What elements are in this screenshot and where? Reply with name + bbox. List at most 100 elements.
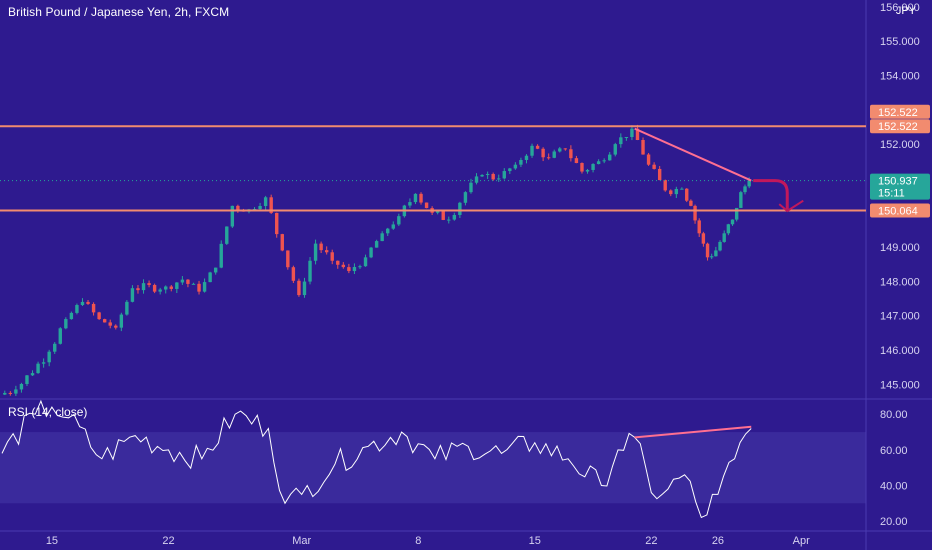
candle-body	[419, 193, 423, 203]
candle-body	[463, 192, 468, 203]
candle-body	[663, 180, 667, 191]
price-tick-label: 152.000	[880, 139, 920, 151]
candle-body	[25, 375, 29, 384]
rsi-band	[0, 432, 866, 504]
candle-body	[180, 279, 185, 283]
candle-body	[30, 373, 35, 376]
candle-body	[596, 161, 601, 165]
time-tick-label: 22	[645, 535, 657, 547]
candle-body	[580, 163, 584, 172]
candle-body	[91, 303, 96, 313]
candle-body	[258, 206, 262, 210]
candle-body	[408, 202, 412, 206]
candle-body	[19, 383, 24, 390]
time-tick-label: 15	[529, 535, 541, 547]
candle-body	[386, 228, 390, 234]
candle-body	[147, 283, 151, 285]
candle-body	[369, 247, 373, 258]
projection-arrow-head	[778, 199, 804, 213]
candle-body	[535, 145, 540, 149]
candle-body	[302, 281, 307, 296]
candle-body	[591, 164, 595, 170]
candle-body	[97, 312, 101, 320]
candle-body	[624, 137, 629, 139]
rsi-line	[1, 399, 752, 519]
candle-body	[480, 174, 484, 177]
candle-body	[552, 151, 556, 158]
candle-body	[64, 319, 68, 329]
resistance-b-badge	[870, 119, 930, 134]
time-tick-label: Apr	[793, 535, 810, 547]
candle-body	[286, 250, 290, 268]
candle-body	[530, 145, 534, 156]
candle-body	[291, 267, 296, 281]
candle-body	[308, 260, 312, 282]
price-tick-label: 156.000	[880, 2, 920, 14]
candle-body	[508, 168, 512, 172]
rsi-trend-line	[634, 425, 752, 439]
candle-body	[602, 160, 606, 162]
candle-body	[701, 233, 706, 244]
candle-body	[319, 243, 323, 251]
candle-body	[519, 159, 523, 165]
time-tick-label: 26	[712, 535, 724, 547]
candle-body	[125, 301, 129, 315]
candle-body	[358, 266, 362, 268]
candle-body	[53, 343, 57, 352]
candle-body	[8, 392, 13, 394]
candle-body	[58, 328, 62, 344]
candle-body	[413, 193, 418, 203]
candle-body	[613, 144, 617, 155]
candle-body	[630, 128, 634, 138]
candle-body	[275, 212, 279, 235]
candle-body	[152, 284, 157, 292]
rsi-tick-label: 20.00	[880, 516, 908, 528]
candle-body	[380, 233, 384, 242]
last-price-badge-label: 150.937	[878, 176, 918, 188]
candle-body	[657, 168, 662, 181]
candle-body	[541, 148, 545, 158]
candle-body	[330, 252, 334, 261]
candle-body	[75, 305, 79, 313]
candle-body	[693, 205, 697, 221]
candle-body	[141, 283, 146, 291]
candle-body	[513, 164, 518, 169]
time-tick-label: 8	[415, 535, 421, 547]
candle-body	[730, 219, 735, 225]
candle-body	[197, 283, 201, 292]
candle-body	[164, 286, 168, 290]
time-tick-label: 22	[162, 535, 174, 547]
candle-body	[297, 280, 301, 296]
candle-body	[347, 267, 351, 272]
candle-body	[341, 264, 346, 268]
candle-body	[674, 188, 679, 195]
candle-body	[734, 207, 739, 220]
candle-body	[435, 211, 440, 213]
candle-body	[646, 154, 651, 165]
candle-body	[397, 216, 401, 225]
candle-body	[710, 256, 714, 258]
candle-body	[546, 157, 551, 159]
candle-body	[202, 282, 207, 292]
candle-body	[447, 219, 451, 221]
candle-body	[352, 267, 357, 272]
candle-body	[80, 301, 85, 306]
resistance-b-badge-label: 152.522	[878, 121, 918, 133]
candle-body	[424, 202, 429, 209]
candle-body	[86, 301, 90, 304]
chart-title: British Pound / Japanese Yen, 2h, FXCM	[8, 5, 230, 19]
candle-body	[14, 389, 18, 394]
candle-body	[324, 250, 329, 253]
resistance-a-badge	[870, 104, 930, 119]
candle-body	[563, 148, 568, 150]
candle-body	[363, 257, 368, 267]
price-tick-label: 147.000	[880, 311, 920, 323]
candle-body	[705, 243, 710, 258]
candle-body	[336, 260, 340, 265]
candle-body	[569, 149, 573, 159]
candle-body	[743, 186, 747, 193]
price-trend-line	[634, 127, 752, 182]
candle-body	[130, 288, 135, 302]
candle-body	[213, 267, 218, 273]
